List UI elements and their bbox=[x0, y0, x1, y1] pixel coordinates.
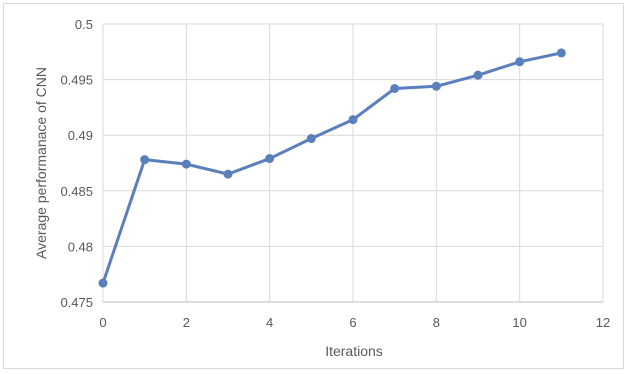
y-tick-label: 0.5 bbox=[75, 17, 93, 32]
x-tick-label: 10 bbox=[512, 315, 526, 330]
data-point bbox=[515, 57, 525, 67]
data-point bbox=[98, 278, 108, 288]
y-tick-label: 0.475 bbox=[60, 295, 93, 310]
x-tick-label: 4 bbox=[266, 315, 273, 330]
data-point bbox=[265, 154, 275, 164]
y-axis-title: Average performanace of CNN bbox=[33, 67, 49, 259]
y-tick-label: 0.48 bbox=[68, 239, 93, 254]
gridlines bbox=[102, 23, 604, 303]
y-tick-label: 0.49 bbox=[68, 128, 93, 143]
x-tick-label: 0 bbox=[99, 315, 106, 330]
series-layer bbox=[98, 48, 566, 288]
data-point bbox=[431, 81, 441, 91]
x-tick-label: 6 bbox=[349, 315, 356, 330]
data-point bbox=[390, 83, 400, 93]
data-point bbox=[473, 70, 483, 80]
data-point bbox=[181, 159, 191, 169]
x-axis-title: Iterations bbox=[325, 343, 383, 359]
data-point bbox=[223, 169, 233, 179]
data-point bbox=[306, 134, 316, 144]
chart-frame bbox=[3, 3, 624, 369]
x-tick-label: 12 bbox=[596, 315, 610, 330]
data-point bbox=[348, 115, 358, 125]
axis-labels: Iterations Average performanace of CNN 0… bbox=[33, 17, 610, 359]
series-line bbox=[101, 51, 562, 284]
data-point bbox=[556, 48, 566, 58]
x-tick-label: 2 bbox=[183, 315, 190, 330]
y-tick-label: 0.495 bbox=[60, 73, 93, 88]
x-tick-label: 8 bbox=[433, 315, 440, 330]
data-point bbox=[140, 155, 150, 165]
y-tick-label: 0.485 bbox=[60, 184, 93, 199]
